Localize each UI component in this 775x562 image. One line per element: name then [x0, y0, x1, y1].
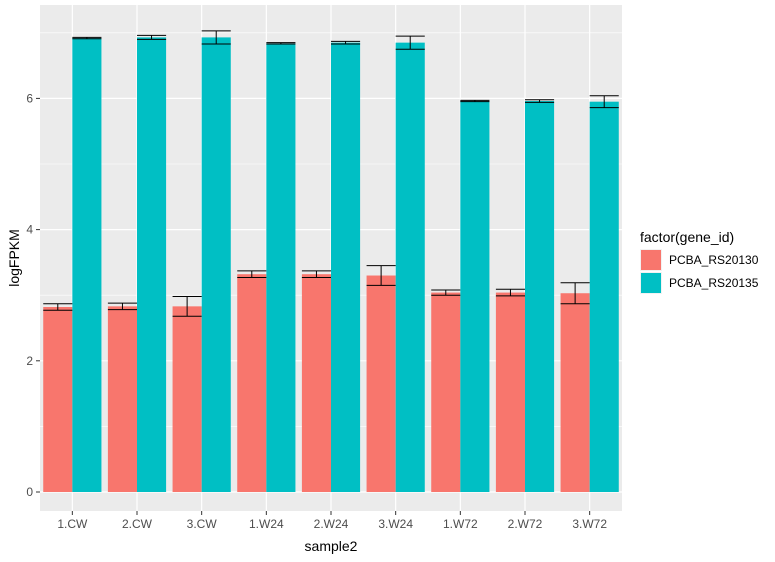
- x-tick-label: 2.W24: [314, 517, 349, 531]
- x-tick-label: 1.W72: [443, 517, 478, 531]
- x-tick-label: 3.CW: [187, 517, 218, 531]
- y-axis-title: logFPKM: [6, 229, 22, 287]
- bars: [43, 37, 619, 493]
- error-bar: [589, 95, 619, 109]
- error-bar: [201, 30, 231, 45]
- bar: [495, 292, 525, 492]
- error-bars: [43, 30, 619, 317]
- bar: [72, 38, 102, 492]
- bar: [366, 275, 396, 492]
- bar: [301, 274, 331, 492]
- y-tick-label: 0: [26, 485, 33, 499]
- y-tick-label: 4: [26, 223, 33, 237]
- bar: [237, 274, 267, 492]
- y-tick-label: 2: [26, 354, 33, 368]
- bar: [460, 101, 490, 493]
- bar: [431, 292, 461, 492]
- x-axis-title: sample2: [305, 538, 358, 554]
- legend-key: [641, 250, 661, 270]
- error-bar: [495, 288, 525, 297]
- bar: [201, 37, 231, 492]
- x-tick-label: 1.W24: [249, 517, 284, 531]
- bar: [395, 42, 425, 492]
- legend-label: PCBA_RS20135: [669, 276, 759, 290]
- legend-label: PCBA_RS20130: [669, 253, 759, 267]
- bar: [525, 101, 555, 493]
- x-tick-label: 3.W24: [378, 517, 413, 531]
- y-axis: 0 2 4 6: [26, 91, 40, 499]
- x-tick-label: 1.CW: [57, 517, 88, 531]
- error-bar: [237, 270, 267, 278]
- bar: [589, 101, 619, 493]
- bar: [172, 306, 202, 492]
- bar: [137, 37, 167, 492]
- error-bar: [137, 34, 167, 40]
- error-bar: [395, 35, 425, 50]
- error-bar: [43, 303, 73, 311]
- error-bar: [560, 282, 590, 305]
- bar: [560, 293, 590, 492]
- error-bar: [366, 265, 396, 286]
- bar: [266, 43, 296, 493]
- legend-title: factor(gene_id): [640, 229, 734, 245]
- bar: [331, 42, 361, 492]
- error-bar: [331, 40, 361, 45]
- error-bar: [301, 270, 331, 278]
- error-bar: [107, 302, 137, 311]
- x-tick-label: 2.W72: [508, 517, 543, 531]
- y-tick-label: 6: [26, 91, 33, 105]
- bar: [43, 307, 73, 492]
- x-tick-label: 2.CW: [122, 517, 153, 531]
- error-bar: [266, 42, 296, 45]
- legend: factor(gene_id) PCBA_RS20130 PCBA_RS20135: [640, 229, 759, 294]
- x-axis: 1.CW 2.CW 3.CW 1.W24 2.W24 3.W24 1.W72 2.W72 3.W…: [57, 511, 607, 531]
- bar: [107, 306, 137, 492]
- error-bar: [431, 289, 461, 296]
- error-bar: [525, 99, 555, 103]
- error-bar: [460, 99, 490, 103]
- error-bar: [72, 36, 102, 40]
- legend-key: [641, 273, 661, 293]
- x-tick-label: 3.W72: [572, 517, 607, 531]
- error-bar: [172, 296, 202, 317]
